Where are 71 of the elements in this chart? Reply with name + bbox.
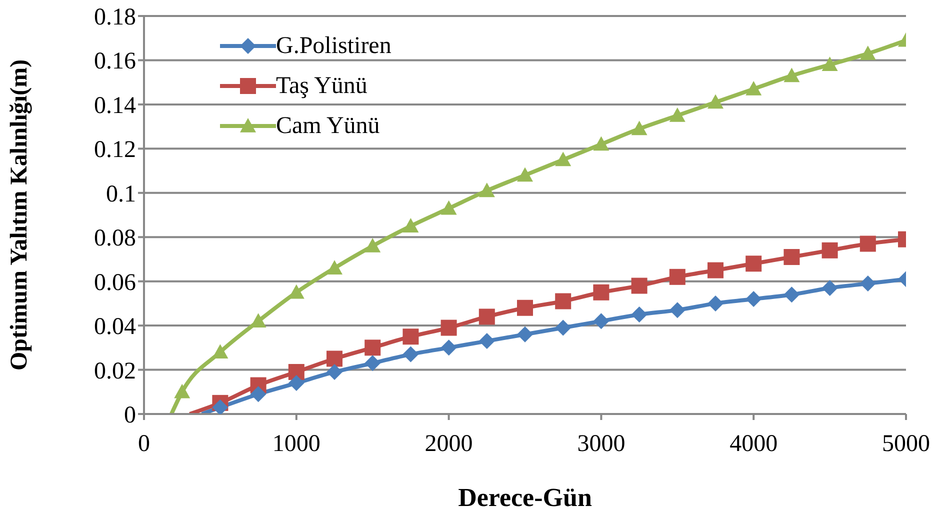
point [517,300,533,316]
legend-label: Taş Yünü [276,72,368,100]
legend-label: Cam Yünü [276,112,380,140]
point [326,260,342,274]
point [440,320,457,336]
point [555,293,572,310]
point [364,340,381,356]
point [212,399,228,414]
x-tick-label: 3000 [577,431,626,458]
point [402,218,419,232]
x-tick-label: 5000 [882,431,930,458]
point [288,375,304,392]
point [440,200,457,215]
y-tick-label: 0.14 [94,92,136,119]
y-axis-title: Optimum Yalıtım Kalınlığı(m) [6,59,33,371]
point [478,333,495,350]
point [288,364,304,380]
point [517,326,533,342]
point [708,94,724,109]
y-tick-label: 0.16 [94,48,136,75]
point [784,286,800,303]
point [555,152,572,166]
point [669,108,686,122]
point [669,268,686,285]
point [631,306,648,322]
point [555,320,572,336]
point [326,350,342,367]
point [746,291,762,308]
point [364,238,381,252]
x-tick-label: 2000 [424,431,473,458]
point [631,278,648,294]
y-tick-label: 0.04 [94,314,136,340]
point [402,346,419,362]
x-tick-label: 4000 [730,431,778,458]
point [822,242,838,258]
point [478,182,495,198]
y-tick-label: 0.02 [94,358,136,384]
point [708,295,724,312]
point [593,136,610,151]
y-tick-label: 0.1 [106,181,136,208]
point [822,280,838,296]
y-tick-label: 0.12 [94,137,136,164]
point [822,56,838,72]
point [860,236,876,252]
y-tick-label: 0.06 [94,270,136,296]
point [212,344,228,358]
x-tick-label: 1000 [272,431,320,458]
y-tick-label: 0 [124,402,136,429]
point [631,120,648,136]
point [326,364,342,380]
point [250,386,266,402]
legend-label: G.Polistiren [276,32,392,60]
point [860,276,876,292]
point [478,308,495,325]
point [784,249,800,266]
point [784,68,800,82]
point [402,328,419,345]
point [708,262,724,278]
point [860,46,876,60]
point [440,340,457,356]
point [517,167,533,182]
x-axis-title: Derece-Gün [458,483,592,512]
y-tick-label: 0.08 [94,226,136,252]
point [364,355,381,372]
point [593,313,610,330]
y-tick-label: 0.18 [94,4,136,31]
point [746,256,762,272]
point [746,80,762,96]
point [669,302,686,318]
point [174,384,190,398]
point [593,284,610,300]
